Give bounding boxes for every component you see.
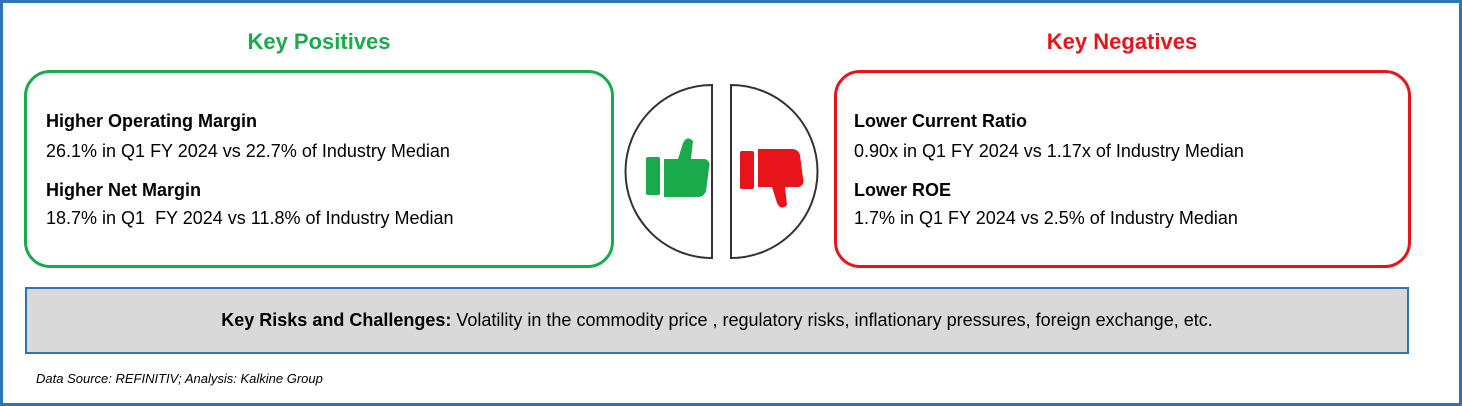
source-note: Data Source: REFINITIV; Analysis: Kalkin… <box>36 371 323 386</box>
risks-label: Key Risks and Challenges: <box>221 310 452 330</box>
item-text: 0.90x in Q1 FY 2024 vs 1.17x of Industry… <box>854 141 1244 161</box>
risks-text: Volatility in the commodity price , regu… <box>456 310 1213 330</box>
item-text: 1.7% in Q1 FY 2024 vs 2.5% of Industry M… <box>854 208 1238 228</box>
thumbs-icon <box>624 83 819 260</box>
item-heading: Lower Current Ratio <box>854 111 1028 131</box>
item-heading: Higher Operating Margin <box>46 111 258 131</box>
thumbs-up <box>646 138 710 197</box>
positives-box <box>24 70 614 268</box>
risks-banner: Key Risks and Challenges: Volatility in … <box>25 287 1409 354</box>
thumbs-down <box>740 149 804 208</box>
item-heading: Higher Net Margin <box>46 180 202 200</box>
negatives-box <box>834 70 1411 268</box>
item-heading: Lower ROE <box>854 180 952 200</box>
positives-title: Key Positives <box>247 29 391 54</box>
item-text: 18.7% in Q1 FY 2024 vs 11.8% of Industry… <box>46 208 454 228</box>
negatives-title: Key Negatives <box>1046 29 1198 54</box>
item-text: 26.1% in Q1 FY 2024 vs 22.7% of Industry… <box>46 141 450 161</box>
